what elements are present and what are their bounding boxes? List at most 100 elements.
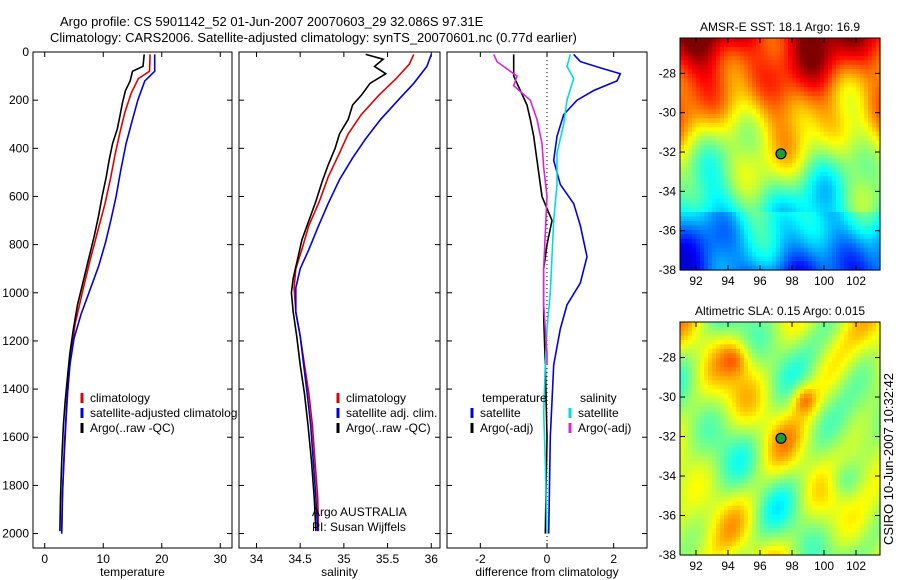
heatmap-cell: [696, 73, 701, 79]
heatmap-cell: [700, 122, 705, 128]
heatmap-cell: [824, 78, 829, 84]
heatmap-cell: [732, 357, 737, 363]
heatmap-cell: [764, 501, 769, 507]
heatmap-cell: [712, 185, 717, 191]
heatmap-cell: [812, 131, 817, 137]
heatmap-cell: [716, 158, 721, 164]
heatmap-cell: [800, 451, 805, 458]
heatmap-cell: [824, 362, 829, 368]
heatmap-cell: [804, 496, 809, 502]
heatmap-cell: [844, 82, 849, 88]
heatmap-cell: [732, 353, 737, 359]
heatmap-cell: [812, 483, 817, 489]
heatmap-cell: [864, 322, 869, 328]
heatmap-cell: [800, 140, 805, 146]
heatmap-cell: [772, 501, 777, 507]
heatmap-cell: [860, 510, 865, 516]
heatmap-cell: [860, 420, 865, 426]
heatmap-cell: [748, 514, 753, 520]
heatmap-cell: [832, 389, 837, 395]
heatmap-cell: [764, 216, 769, 222]
heatmap-cell: [704, 113, 709, 119]
heatmap-cell: [868, 113, 873, 119]
heatmap-cell: [836, 357, 841, 363]
heatmap-cell: [732, 69, 737, 75]
heatmap-cell: [700, 176, 705, 182]
heatmap-cell: [720, 429, 725, 435]
heatmap-cell: [820, 384, 825, 390]
heatmap-cell: [824, 171, 829, 177]
heatmap-cell: [864, 384, 869, 390]
heatmap-cell: [852, 96, 857, 102]
heatmap-cell: [688, 442, 693, 449]
heatmap-cell: [740, 425, 745, 431]
heatmap-cell: [764, 185, 769, 191]
heatmap-cell: [792, 38, 797, 44]
heatmap-cell: [680, 366, 685, 372]
heatmap-cell: [720, 442, 725, 449]
heatmap-cell: [680, 60, 685, 66]
heatmap-cell: [736, 335, 741, 341]
heatmap-cell: [760, 225, 765, 231]
heatmap-cell: [704, 104, 709, 110]
heatmap-cell: [732, 252, 737, 258]
heatmap-cell: [788, 393, 793, 399]
heatmap-cell: [812, 171, 817, 177]
heatmap-cell: [760, 330, 765, 337]
heatmap-cell: [760, 64, 765, 70]
heatmap-cell: [864, 198, 869, 204]
heatmap-cell: [708, 234, 713, 240]
heatmap-cell: [844, 154, 849, 160]
heatmap-cell: [772, 229, 777, 235]
legend-label: Argo(-adj): [480, 421, 533, 435]
heatmap-cell: [872, 339, 877, 345]
heatmap-cell: [720, 82, 725, 88]
heatmap-cell: [824, 69, 829, 75]
heatmap-cell: [792, 420, 797, 426]
heatmap-cell: [816, 198, 821, 204]
heatmap-cell: [724, 442, 729, 449]
heatmap-cell: [704, 140, 709, 146]
heatmap-cell: [704, 64, 709, 70]
heatmap-cell: [744, 389, 749, 395]
heatmap-cell: [692, 348, 697, 354]
heatmap-cell: [704, 229, 709, 235]
heatmap-cell: [800, 330, 805, 337]
heatmap-cell: [844, 100, 849, 106]
heatmap-cell: [764, 407, 769, 413]
heatmap-cell: [748, 96, 753, 102]
heatmap-cell: [768, 51, 773, 57]
heatmap-cell: [820, 487, 825, 493]
heatmap-cell: [744, 140, 749, 146]
heatmap-cell: [872, 425, 877, 431]
heatmap-cell: [708, 326, 713, 332]
heatmap-cell: [692, 113, 697, 119]
heatmap-cell: [796, 252, 801, 258]
heatmap-cell: [720, 438, 725, 444]
heatmap-cell: [800, 510, 805, 516]
heatmap-cell: [780, 38, 785, 44]
heatmap-cell: [720, 256, 725, 262]
heatmap-cell: [692, 247, 697, 253]
heatmap-cell: [792, 212, 797, 218]
heatmap-cell: [780, 198, 785, 204]
heatmap-cell: [780, 203, 785, 209]
heatmap-cell: [728, 69, 733, 75]
heatmap-cell: [832, 194, 837, 200]
heatmap-cell: [768, 474, 773, 480]
heatmap-cell: [868, 212, 873, 218]
heatmap-cell: [804, 469, 809, 475]
heatmap-cell: [836, 339, 841, 345]
heatmap-cell: [752, 104, 757, 110]
heatmap-cell: [696, 407, 701, 413]
heatmap-cell: [840, 185, 845, 191]
heatmap-cell: [796, 501, 801, 507]
heatmap-cell: [760, 234, 765, 240]
heatmap-cell: [800, 51, 805, 57]
heatmap-cell: [732, 261, 737, 267]
heatmap-cell: [716, 46, 721, 52]
heatmap-cell: [688, 140, 693, 146]
heatmap-cell: [800, 425, 805, 431]
heatmap-cell: [864, 180, 869, 186]
